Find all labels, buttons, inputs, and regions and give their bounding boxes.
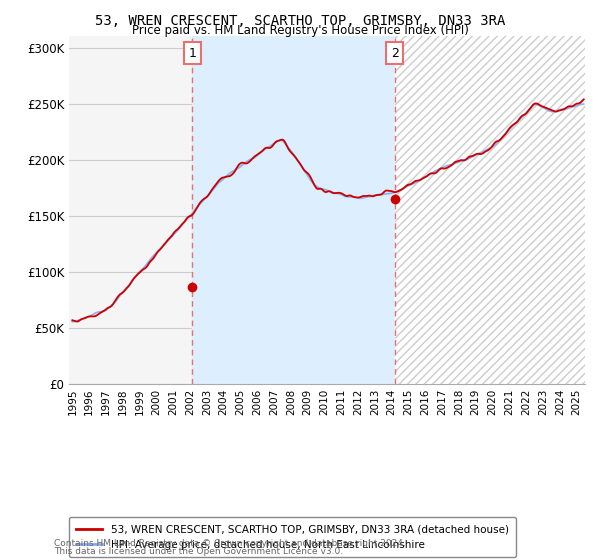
Text: Price paid vs. HM Land Registry's House Price Index (HPI): Price paid vs. HM Land Registry's House … bbox=[131, 24, 469, 37]
Text: Contains HM Land Registry data © Crown copyright and database right 2024.: Contains HM Land Registry data © Crown c… bbox=[54, 539, 406, 548]
Bar bbox=[395, 36, 585, 384]
Text: 2: 2 bbox=[391, 46, 398, 60]
Bar bbox=[395, 36, 585, 384]
Text: This data is licensed under the Open Government Licence v3.0.: This data is licensed under the Open Gov… bbox=[54, 547, 343, 556]
Text: 1: 1 bbox=[188, 46, 196, 60]
Bar bbox=[193, 36, 395, 384]
Text: 53, WREN CRESCENT, SCARTHO TOP, GRIMSBY, DN33 3RA: 53, WREN CRESCENT, SCARTHO TOP, GRIMSBY,… bbox=[95, 14, 505, 28]
Legend: 53, WREN CRESCENT, SCARTHO TOP, GRIMSBY, DN33 3RA (detached house), HPI: Average: 53, WREN CRESCENT, SCARTHO TOP, GRIMSBY,… bbox=[69, 517, 516, 557]
